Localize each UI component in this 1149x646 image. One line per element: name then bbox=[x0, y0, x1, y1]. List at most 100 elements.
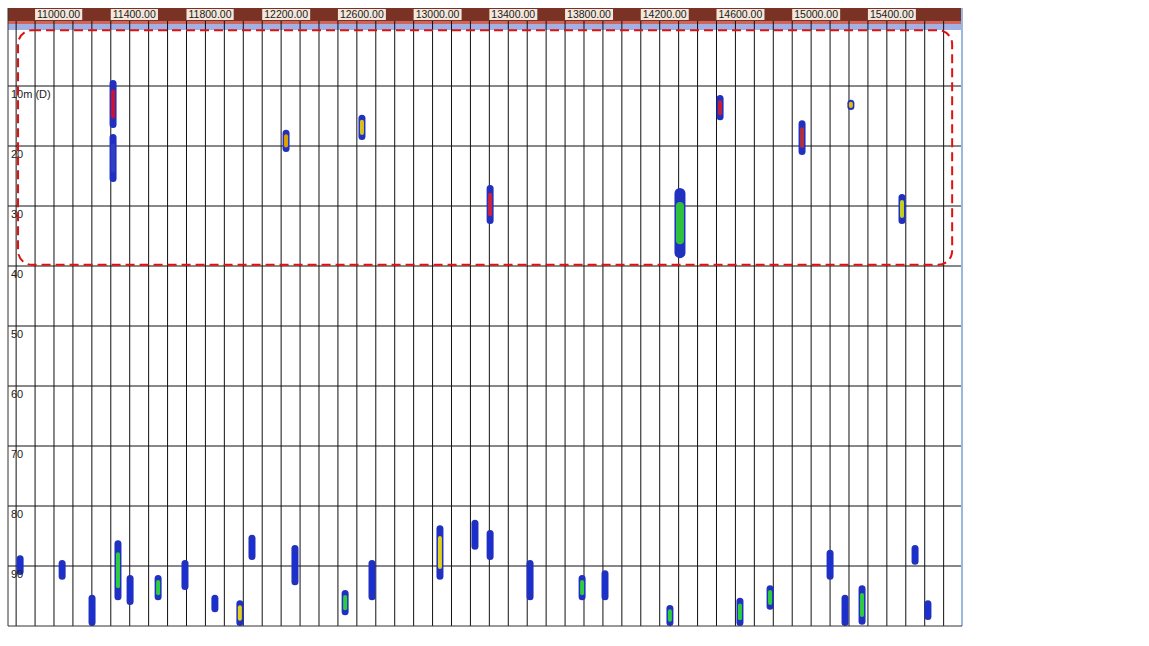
x-grid-line bbox=[546, 8, 547, 626]
echo-target bbox=[358, 115, 365, 140]
echo-core bbox=[128, 581, 132, 599]
echo-target bbox=[471, 520, 478, 550]
y-tick-label: 60 bbox=[11, 388, 23, 400]
bottom-edge bbox=[8, 626, 962, 627]
echo-target bbox=[767, 585, 774, 610]
echo-core bbox=[668, 609, 672, 622]
x-grid-line bbox=[243, 8, 244, 626]
tick-label-box bbox=[111, 9, 158, 20]
echo-outer bbox=[666, 605, 673, 626]
echo-outer bbox=[674, 188, 685, 258]
echo-core bbox=[116, 552, 120, 588]
x-grid-line bbox=[886, 8, 887, 626]
echo-outer bbox=[236, 600, 243, 626]
tick-label-box bbox=[338, 9, 386, 20]
echo-core bbox=[738, 603, 742, 620]
echo-target bbox=[859, 585, 866, 625]
y-tick-label: 10m (D) bbox=[11, 88, 51, 100]
x-grid-line bbox=[867, 8, 868, 626]
echo-core bbox=[676, 202, 684, 244]
echo-outer bbox=[898, 194, 905, 224]
echo-target bbox=[666, 605, 673, 626]
x-grid-line bbox=[811, 8, 812, 626]
echo-core bbox=[528, 568, 532, 592]
x-grid-line bbox=[565, 8, 566, 626]
echo-outer bbox=[847, 100, 854, 110]
x-grid-line bbox=[678, 8, 679, 626]
x-tick-label: 15400.00 bbox=[870, 8, 914, 20]
echo-core bbox=[603, 576, 607, 594]
x-grid-line bbox=[356, 8, 357, 626]
tick-label-box bbox=[641, 9, 689, 20]
echo-target bbox=[898, 194, 905, 224]
echo-outer bbox=[110, 80, 117, 128]
x-tick-label: 11800.00 bbox=[188, 8, 231, 20]
echo-target bbox=[248, 535, 255, 560]
echo-core bbox=[284, 134, 288, 147]
echo-core bbox=[768, 590, 772, 605]
x-grid-line bbox=[16, 8, 17, 626]
x-grid-line bbox=[432, 8, 433, 626]
echo-core bbox=[438, 536, 442, 569]
y-grid-line bbox=[8, 386, 962, 387]
x-grid-line bbox=[337, 8, 338, 626]
x-tick-label: 13000.00 bbox=[416, 8, 460, 20]
echo-outer bbox=[487, 185, 494, 224]
echo-outer bbox=[471, 520, 478, 550]
echo-target bbox=[842, 595, 849, 626]
x-grid-line bbox=[924, 8, 925, 626]
echo-core bbox=[488, 536, 492, 554]
echo-core bbox=[860, 593, 864, 617]
y-grid-line bbox=[8, 206, 962, 207]
left-edge bbox=[8, 8, 9, 626]
echo-core bbox=[90, 601, 94, 620]
echogram-chart: 11000.0011400.0011800.0012200.0012600.00… bbox=[0, 0, 1149, 646]
y-tick-label: 70 bbox=[11, 448, 23, 460]
y-grid-line bbox=[8, 446, 962, 447]
echo-outer bbox=[291, 545, 298, 585]
echo-target bbox=[89, 595, 96, 626]
echo-outer bbox=[924, 600, 931, 620]
y-grid-line bbox=[8, 566, 962, 567]
echo-outer bbox=[602, 570, 609, 600]
x-grid-line bbox=[451, 8, 452, 626]
echo-core bbox=[849, 102, 853, 108]
echo-outer bbox=[342, 590, 349, 615]
y-tick-label: 80 bbox=[11, 508, 23, 520]
x-grid-line bbox=[91, 8, 92, 626]
echo-outer bbox=[211, 595, 218, 612]
echo-target bbox=[912, 545, 919, 565]
echo-outer bbox=[110, 134, 117, 182]
echo-outer bbox=[358, 115, 365, 140]
echo-core bbox=[828, 556, 832, 574]
tick-label-box bbox=[262, 9, 310, 20]
echo-outer bbox=[527, 560, 534, 600]
x-grid-line bbox=[905, 8, 906, 626]
echo-target bbox=[717, 95, 724, 120]
echo-outer bbox=[114, 540, 121, 600]
echo-outer bbox=[912, 545, 919, 565]
x-grid-line bbox=[394, 8, 395, 626]
echo-target bbox=[368, 560, 375, 600]
echo-core bbox=[60, 564, 64, 576]
echo-outer bbox=[59, 560, 66, 580]
echo-outer bbox=[181, 560, 188, 590]
echo-core bbox=[473, 526, 477, 544]
echo-target bbox=[283, 130, 290, 152]
x-tick-label: 13800.00 bbox=[567, 8, 611, 20]
echo-outer bbox=[127, 575, 134, 605]
x-tick-label: 11400.00 bbox=[113, 8, 156, 20]
echo-target bbox=[211, 595, 218, 612]
tick-label-box bbox=[565, 9, 613, 20]
echo-outer bbox=[842, 595, 849, 626]
x-grid-line bbox=[659, 8, 660, 626]
x-tick-label: 14200.00 bbox=[643, 8, 687, 20]
echo-outer bbox=[89, 595, 96, 626]
echo-core bbox=[370, 568, 374, 592]
echo-target bbox=[799, 120, 806, 155]
echo-target bbox=[59, 560, 66, 580]
echo-outer bbox=[579, 575, 586, 600]
x-grid-line bbox=[129, 8, 130, 626]
x-grid-line bbox=[754, 8, 755, 626]
echo-outer bbox=[283, 130, 290, 152]
